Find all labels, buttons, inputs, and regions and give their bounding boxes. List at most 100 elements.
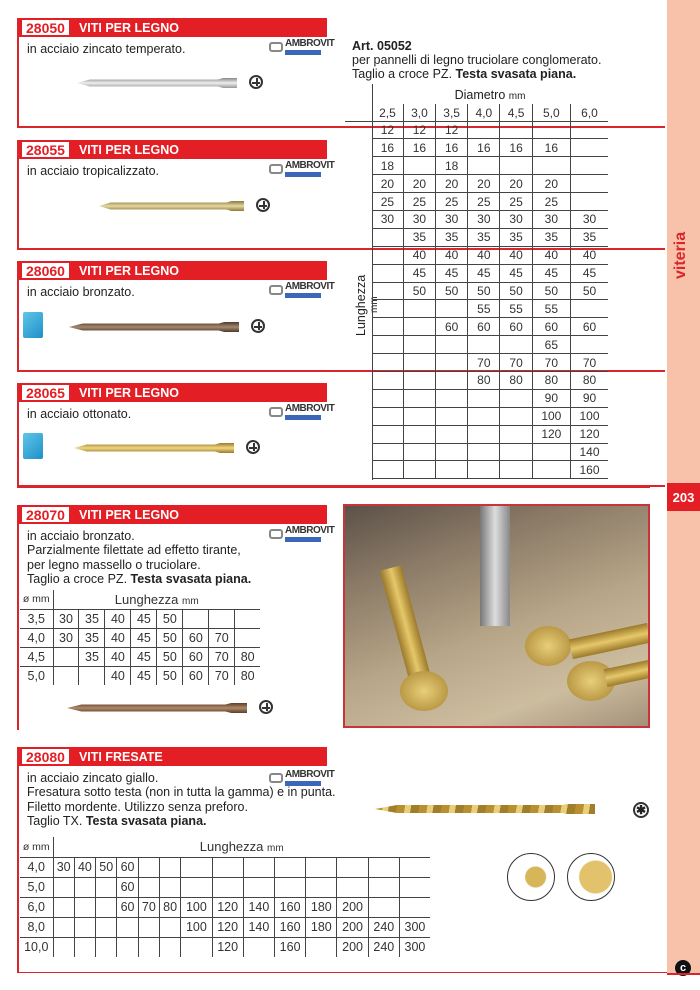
- product-header: 28050 VITI PER LEGNO: [19, 18, 327, 37]
- diameter-header: ø mm: [20, 837, 54, 858]
- diameter-col-header: 6,0: [570, 104, 608, 121]
- table-cell: 70: [467, 353, 500, 372]
- table-cell: 40: [104, 609, 132, 629]
- table-row: 16 16 16 16 16 16: [372, 138, 608, 158]
- product-title: VITI FRESATE: [78, 749, 163, 764]
- table-cell: [531, 121, 571, 140]
- product-description: in acciaio zincato giallo. Fresatura sott…: [27, 771, 336, 828]
- table-cell: 35: [402, 228, 436, 247]
- table-row: 4,0 30 40 50 60: [20, 857, 430, 878]
- diameter-cell: 4,5: [20, 647, 54, 667]
- table-cell: [435, 389, 468, 408]
- table-cell: 16: [402, 138, 436, 158]
- table-cell: 40: [402, 246, 436, 265]
- product-code: 28055: [22, 142, 69, 158]
- table-cell: 120: [570, 425, 608, 444]
- article-05052-description: Art. 05052 per pannelli di legno truciol…: [352, 39, 601, 81]
- table-cell: [372, 317, 404, 337]
- screw-image: [74, 443, 234, 453]
- table-cell: 100: [180, 917, 213, 938]
- diameter-cell: 4,0: [20, 628, 54, 648]
- table-cell: [336, 877, 369, 898]
- table-row: 35 35 35 35 35 35: [372, 228, 608, 247]
- table-cell: [368, 877, 400, 898]
- table-cell: [372, 407, 404, 426]
- table-cell: 20: [467, 174, 500, 194]
- table-cell: 40: [570, 246, 608, 265]
- table-cell: [274, 857, 307, 878]
- table-cell: 45: [402, 264, 436, 283]
- table-cell: [138, 877, 160, 898]
- table-cell: 80: [159, 897, 182, 918]
- table-cell: 40: [531, 246, 571, 265]
- table-row: 18 18: [372, 156, 608, 176]
- table-cell: 35: [531, 228, 571, 247]
- bottom-rule: [17, 972, 667, 973]
- table-cell: [467, 443, 500, 462]
- table-cell: 40: [104, 666, 132, 685]
- screw-image: [69, 322, 239, 332]
- table-row: 3,5 30 35 40 45 50: [20, 609, 260, 629]
- table-cell: [78, 666, 106, 685]
- table-cell: 70: [138, 897, 160, 918]
- table-cell: 300: [404, 940, 426, 955]
- table-cell: [274, 877, 307, 898]
- table-cell: [570, 156, 608, 176]
- table-cell: 50: [499, 282, 533, 301]
- article-line: per pannelli di legno truciolare conglom…: [352, 53, 602, 67]
- brand-logo: AMBROVIT: [269, 38, 335, 60]
- table-cell: [570, 174, 608, 194]
- table-cell: 60: [116, 877, 139, 898]
- table-cell: [402, 299, 436, 319]
- table-cell: 45: [467, 264, 500, 283]
- table-cell: [138, 857, 160, 878]
- table-cell: 12: [435, 121, 468, 140]
- table-cell: 20: [531, 174, 571, 194]
- diameter-col-header: 2,5: [379, 105, 396, 120]
- table-cell: 25: [372, 192, 404, 211]
- tip-detail-image: [507, 853, 555, 901]
- description-line: Taglio a croce PZ. Testa svasata piana.: [27, 571, 252, 586]
- table-cell: 30: [435, 210, 468, 229]
- table-cell: 50: [156, 628, 184, 648]
- article-line: Taglio a croce PZ. Testa svasata piana.: [352, 67, 577, 81]
- table-cell: [372, 425, 404, 444]
- table-cell: 35: [570, 228, 608, 247]
- table-cell: 20: [372, 174, 404, 194]
- table-cell: 80: [467, 371, 500, 390]
- table-cell: 55: [499, 299, 533, 319]
- table-cell: 35: [78, 609, 106, 629]
- product-code: 28080: [22, 749, 69, 765]
- table-cell: [74, 897, 97, 918]
- description-line: in acciaio zincato giallo.: [27, 771, 159, 785]
- product-description: in acciaio tropicalizzato.: [27, 164, 159, 178]
- phillips-icon: [251, 319, 265, 333]
- article-title: Art. 05052: [352, 39, 412, 53]
- table-05052: 2,5 3,0 3,5 4,0 4,5 5,0 6,0 12 12 12 16 16 16 16 16 16 1…: [372, 104, 608, 480]
- table-cell: [372, 264, 404, 283]
- product-code: 28060: [22, 263, 69, 279]
- table-cell: 60: [116, 857, 139, 878]
- table-cell: 200: [336, 917, 369, 938]
- description-line: in acciaio bronzato.: [27, 529, 135, 543]
- table-cell: 16: [531, 138, 571, 158]
- table-row: 55 55 55: [372, 299, 608, 319]
- table-cell: [53, 897, 75, 918]
- screw-image: [77, 78, 237, 88]
- description-line: in acciaio bronzato.: [27, 285, 135, 299]
- diameter-cell: 8,0: [20, 917, 54, 938]
- description-line: Parzialmente filettate ad effetto tirant…: [27, 543, 241, 558]
- table-cell: [95, 877, 118, 898]
- product-description: in acciaio bronzato.: [27, 285, 135, 299]
- table-cell: [212, 857, 244, 878]
- table-cell: 30: [372, 210, 404, 229]
- section-label: viteria: [672, 231, 689, 279]
- table-cell: [467, 407, 500, 426]
- product-section-28055: 28055 VITI PER LEGNO in acciaio tropicaliz…: [17, 140, 665, 250]
- table-cell: 18: [435, 156, 468, 176]
- table-cell: [372, 371, 404, 390]
- table-cell: 80: [531, 371, 571, 390]
- table-cell: [53, 877, 75, 898]
- table-cell: 35: [499, 228, 533, 247]
- table-cell: [499, 156, 533, 176]
